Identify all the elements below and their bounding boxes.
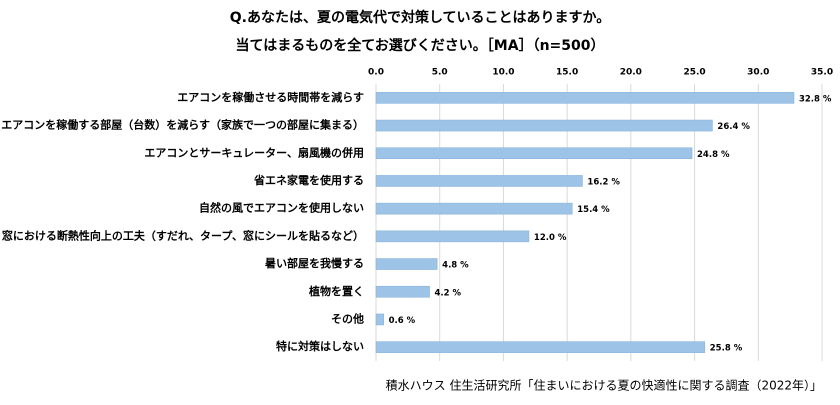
category-label: 暑い部屋を我慢する [265,256,364,270]
x-tick-label: 5.0 [432,68,448,78]
category-label: エアコンとサーキュレーター、扇風機の併用 [144,145,364,159]
x-tick-label: 25.0 [683,68,705,78]
value-label: 15.4 % [577,205,610,215]
category-label: その他 [331,311,364,325]
x-tick-label: 20.0 [620,68,642,78]
bar [375,341,706,353]
bar [375,202,573,215]
category-label: 省エネ家電を使用する [253,173,364,187]
source-note: 積水ハウス 住生活研究所「住まいにおける夏の快適性に関する調査（2022年）」 [386,378,822,393]
bar [375,285,430,298]
value-label: 4.2 % [435,288,462,298]
x-tick-label: 0.0 [368,68,384,78]
bar [375,258,438,270]
x-tick-label: 15.0 [556,68,578,78]
chart-subtitle: 当てはまるものを全てお選びください。［MA］（n=500） [236,37,605,54]
value-label: 25.8 % [710,344,743,354]
x-tick-label: 30.0 [747,68,769,78]
value-label: 32.8 % [799,94,832,104]
bar [375,313,384,326]
chart-title: Q.あなたは、夏の電気代で対策していることはありますか。 [230,9,611,26]
bar [375,119,713,132]
x-tick-label: 10.0 [492,68,514,78]
category-label: 窓における断熱性向上の工夫（すだれ、タープ、窓にシールを貼るなど） [2,228,364,242]
bar [375,92,795,104]
value-label: 0.6 % [389,316,416,326]
category-label: エアコンを稼働させる時間帯を減らす [177,90,364,104]
value-label: 16.2 % [587,177,620,187]
value-label: 12.0 % [534,233,567,243]
category-label: 自然の風でエアコンを使用しない [199,201,364,215]
x-tick-label: 35.0 [811,68,833,78]
value-label: 24.8 % [697,150,730,160]
value-label: 4.8 % [442,261,469,271]
value-label: 26.4 % [717,122,750,132]
category-label: 特に対策はしない [276,339,364,353]
category-label: エアコンを稼働する部屋（台数）を減らす（家族で一つの部屋に集まる） [1,118,364,132]
bar [375,230,530,243]
category-label: 植物を置く [308,284,364,298]
bar [375,175,583,187]
bar [375,147,693,160]
